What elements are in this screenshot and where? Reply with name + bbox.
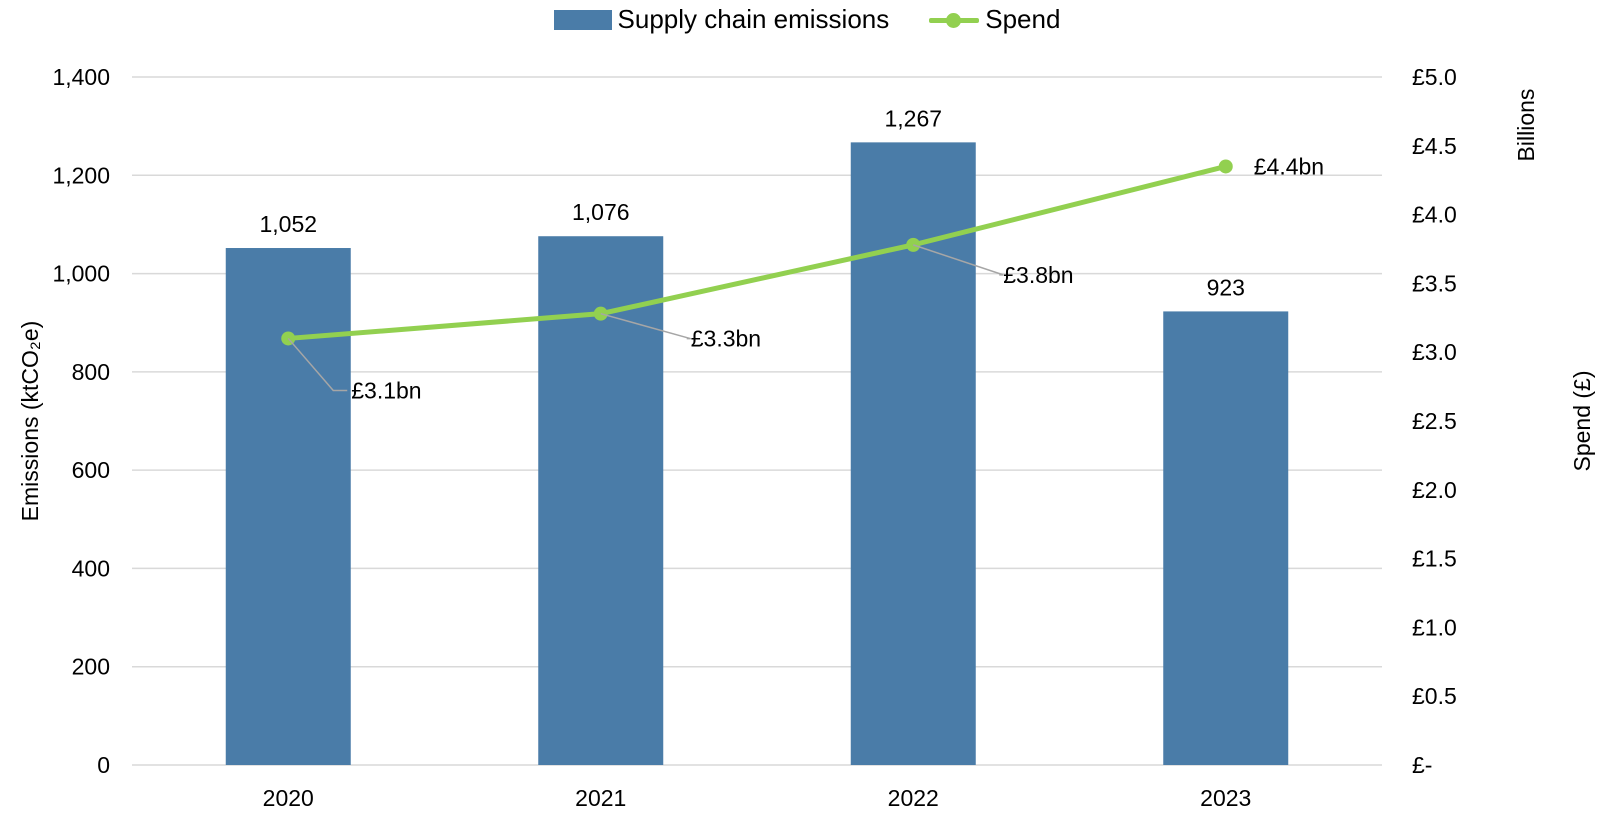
y-right-tick-label: £4.5 <box>1412 133 1457 159</box>
bar-data-label: 1,076 <box>572 199 630 225</box>
y-left-tick-label: 1,400 <box>52 64 110 90</box>
y-left-tick-label: 200 <box>72 654 110 680</box>
x-tick-label: 2021 <box>575 785 626 811</box>
spend-line <box>281 159 1233 346</box>
legend-line-swatch <box>929 10 980 30</box>
y-right-tick-label: £3.0 <box>1412 339 1457 365</box>
spend-leader-line <box>913 244 1004 276</box>
y-right-tick-label: £2.5 <box>1412 408 1457 434</box>
y-right-tick-label: £1.0 <box>1412 614 1457 640</box>
bar-2023 <box>1163 311 1289 765</box>
y-right-tick-label: £5.0 <box>1412 64 1457 90</box>
y-right-axis-title: Spend (£) <box>1569 370 1595 471</box>
y-right-tick-label: £0.5 <box>1412 683 1457 709</box>
bar-data-label: 1,052 <box>259 211 317 237</box>
spend-data-label: £3.3bn <box>691 326 761 352</box>
legend-item-emissions: Supply chain emissions <box>553 4 890 35</box>
bar-data-label: 923 <box>1207 274 1245 300</box>
legend-item-spend: Spend <box>929 4 1060 35</box>
y-right-tick-label: £3.5 <box>1412 270 1457 296</box>
y-right-tick-label: £- <box>1412 752 1432 778</box>
x-tick-label: 2020 <box>263 785 314 811</box>
bars <box>225 142 1289 766</box>
x-tick-label: 2022 <box>888 785 939 811</box>
spend-data-label: £3.1bn <box>351 377 421 403</box>
spend-line-path <box>288 164 1227 341</box>
spend-point-2023 <box>1218 159 1233 174</box>
y-right-tick-label: £4.0 <box>1412 202 1457 228</box>
y-left-tick-label: 1,000 <box>52 261 110 287</box>
y-left-tick-label: 800 <box>72 359 110 385</box>
x-tick-label: 2023 <box>1200 785 1251 811</box>
legend: Supply chain emissions Spend <box>0 4 1614 35</box>
axes: 0 200 400 600 800 1,000 1,200 1,400 £- £0.5 £1.0 £1… <box>17 64 1595 811</box>
legend-bar-swatch <box>553 9 612 30</box>
y-left-tick-label: 400 <box>72 555 110 581</box>
y-left-tick-label: 1,200 <box>52 162 110 188</box>
bar-2020 <box>225 248 351 765</box>
y-right-tick-label: £2.0 <box>1412 477 1457 503</box>
data-labels: 1,052 1,076 1,267 923 £3.1bn £3.3bn £3.8bn £4.4… <box>259 105 1324 403</box>
legend-label-emissions: Supply chain emissions <box>617 4 890 34</box>
bar-2021 <box>538 236 664 766</box>
spend-data-label: £3.8bn <box>1003 262 1073 288</box>
spend-leader-line <box>600 312 691 340</box>
y-left-tick-label: 600 <box>72 457 110 483</box>
y-left-tick-label: 0 <box>97 752 110 778</box>
y-right-tick-label: £1.5 <box>1412 546 1457 572</box>
y-right-unit-label: Billions <box>1513 89 1539 162</box>
spend-data-label: £4.4bn <box>1254 153 1324 179</box>
y-left-axis-title: Emissions (ktCO₂e) <box>17 321 43 522</box>
legend-label-spend: Spend <box>985 4 1061 34</box>
spend-leader-line <box>287 337 348 392</box>
bar-data-label: 1,267 <box>884 105 942 131</box>
